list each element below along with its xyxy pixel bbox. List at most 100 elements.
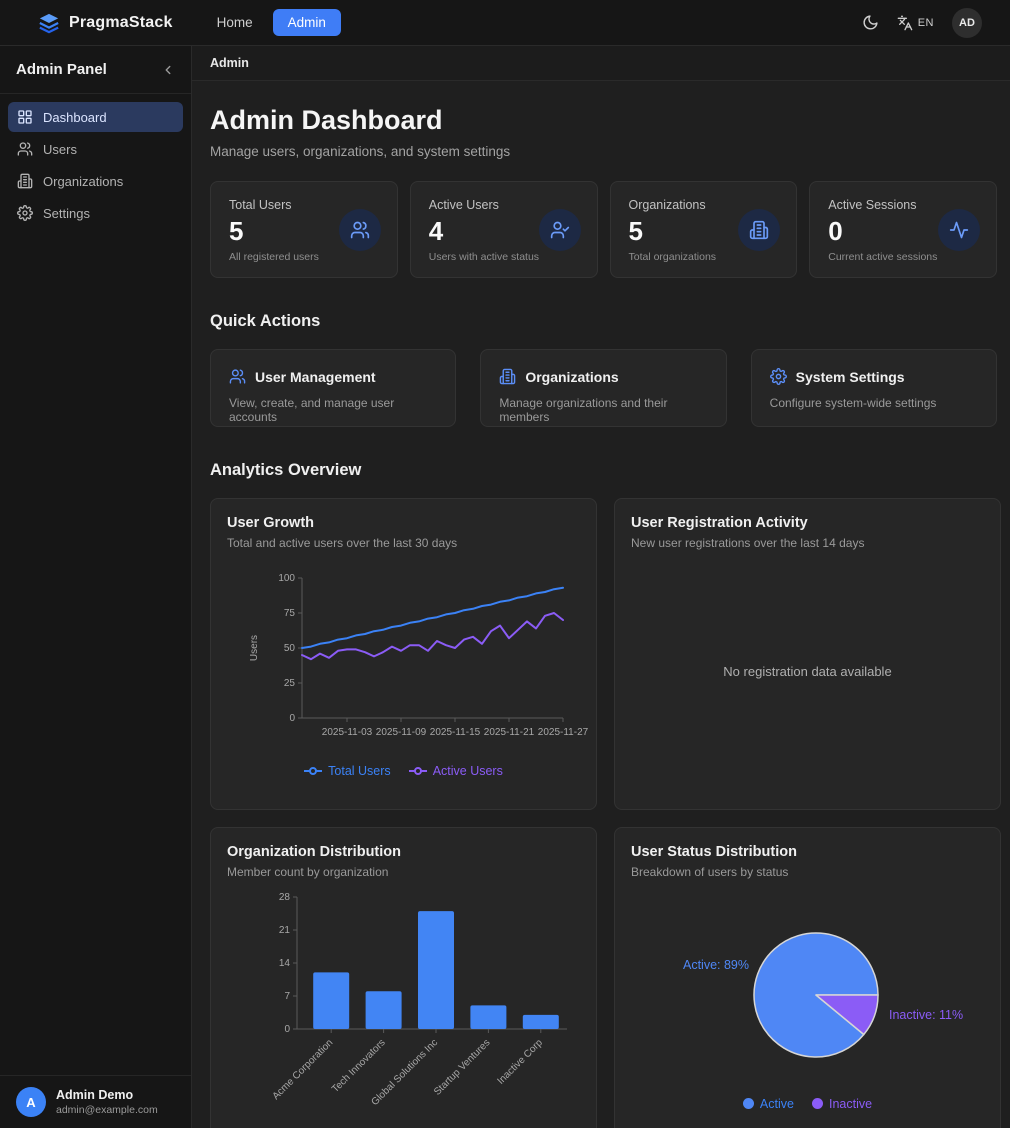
gear-icon	[769, 368, 787, 385]
quick-action-organizations[interactable]: Organizations Manage organizations and t…	[480, 349, 727, 427]
charts-grid: User Growth Total and active users over …	[210, 498, 1001, 1128]
svg-text:Inactive: 11%: Inactive: 11%	[889, 1008, 963, 1022]
brand-name: PragmaStack	[69, 13, 173, 31]
sidebar-menu: Dashboard Users Organizations	[0, 94, 191, 236]
sidebar-item-label: Users	[43, 141, 77, 157]
stat-description: All registered users	[229, 251, 319, 263]
chart-subtitle: Total and active users over the last 30 …	[227, 536, 458, 550]
stat-card-organizations: Organizations 5 Total organizations	[609, 181, 798, 278]
dot-marker-icon	[811, 1098, 823, 1109]
users-icon	[229, 368, 246, 385]
user-status-pie-chart[interactable]: Active: 89% Inactive: 11%	[631, 891, 984, 1091]
svg-text:Acme Corporation: Acme Corporation	[271, 1037, 336, 1102]
legend-label: Active	[759, 1096, 794, 1111]
page-title: Admin Dashboard	[210, 105, 443, 135]
quick-action-title: Organizations	[525, 368, 619, 385]
svg-text:50: 50	[284, 643, 296, 654]
dark-mode-toggle[interactable]	[862, 14, 879, 31]
sidebar-collapse-button[interactable]	[161, 63, 175, 77]
sidebar-item-organizations[interactable]: Organizations	[8, 166, 183, 196]
sidebar-header: Admin Panel	[0, 46, 191, 94]
svg-text:2025-11-15: 2025-11-15	[430, 727, 481, 738]
quick-action-user-management[interactable]: User Management View, create, and manage…	[210, 349, 457, 427]
legend-item-total-users[interactable]: Total Users	[304, 764, 391, 778]
svg-text:21: 21	[279, 925, 291, 936]
svg-text:14: 14	[279, 958, 291, 969]
stat-label: Active Sessions	[828, 198, 917, 212]
user-avatar[interactable]: AD	[952, 7, 982, 38]
avatar: A	[16, 1087, 46, 1117]
analytics-heading: Analytics Overview	[210, 461, 362, 479]
stats-grid: Total Users 5 All registered users Activ…	[210, 181, 997, 278]
translate-icon	[897, 15, 913, 31]
users-icon	[338, 208, 381, 251]
language-label: EN	[917, 16, 934, 29]
svg-text:28: 28	[279, 892, 291, 903]
user-email: admin@example.com	[56, 1104, 158, 1116]
building-icon	[738, 208, 781, 251]
legend-item-active-users[interactable]: Active Users	[408, 763, 503, 778]
chart-title: User Growth	[227, 515, 315, 531]
svg-text:Tech Innovators: Tech Innovators	[330, 1037, 388, 1095]
dashboard-icon	[17, 109, 33, 125]
sidebar-item-label: Organizations	[43, 173, 124, 189]
stat-label: Organizations	[628, 198, 706, 212]
svg-text:7: 7	[284, 991, 290, 1002]
nav-link-home[interactable]: Home	[216, 15, 253, 30]
legend-label: Active Users	[432, 763, 503, 778]
chevron-left-icon	[161, 63, 175, 77]
legend-label: Total Users	[328, 763, 391, 778]
chart-title: User Registration Activity	[631, 515, 808, 531]
stat-description: Users with active status	[428, 251, 540, 263]
line-marker-icon	[408, 766, 427, 775]
sidebar-item-users[interactable]: Users	[8, 134, 183, 164]
svg-text:100: 100	[278, 573, 295, 584]
svg-text:2025-11-27: 2025-11-27	[538, 727, 589, 738]
svg-text:2025-11-03: 2025-11-03	[322, 727, 373, 738]
stat-card-active-sessions: Active Sessions 0 Current active session…	[809, 181, 997, 278]
sidebar-item-settings[interactable]: Settings	[8, 198, 183, 228]
legend-item-active[interactable]: Active	[742, 1096, 794, 1111]
stat-value: 5	[229, 216, 244, 246]
svg-text:Startup Ventures: Startup Ventures	[432, 1037, 492, 1097]
top-navbar: PragmaStack Home Admin EN AD	[0, 0, 1010, 46]
brand[interactable]: PragmaStack	[38, 12, 173, 34]
quick-actions-grid: User Management View, create, and manage…	[210, 349, 997, 427]
activity-icon	[938, 208, 980, 251]
quick-action-description: View, create, and manage user accounts	[229, 396, 395, 424]
stat-card-total-users: Total Users 5 All registered users	[210, 181, 398, 278]
svg-text:0: 0	[289, 713, 295, 724]
chart-subtitle: New user registrations over the last 14 …	[631, 536, 865, 550]
quick-actions-heading: Quick Actions	[210, 312, 321, 330]
stat-card-active-users: Active Users 4 Users with active status	[409, 181, 598, 278]
gear-icon	[17, 205, 33, 221]
quick-action-system-settings[interactable]: System Settings Configure system-wide se…	[750, 349, 997, 427]
nav-link-admin[interactable]: Admin	[272, 9, 341, 36]
building-icon	[499, 368, 516, 385]
stat-label: Active Users	[428, 198, 499, 212]
stat-label: Total Users	[229, 198, 292, 212]
stat-value: 5	[628, 216, 643, 246]
chart-title: User Status Distribution	[631, 844, 797, 860]
chart-title: Organization Distribution	[227, 844, 401, 860]
sidebar-user-footer[interactable]: A Admin Demo admin@example.com	[0, 1075, 191, 1128]
chart-card-registration-activity: User Registration Activity New user regi…	[614, 498, 1001, 810]
pie-chart-legend: Active Inactive	[742, 1096, 873, 1111]
breadcrumb[interactable]: Admin	[210, 56, 249, 70]
sidebar: Admin Panel Dashboard	[0, 46, 192, 1128]
legend-item-inactive[interactable]: Inactive	[811, 1096, 873, 1111]
legend-label: Inactive	[828, 1096, 873, 1111]
svg-text:2025-11-21: 2025-11-21	[484, 727, 535, 738]
moon-icon	[862, 14, 879, 31]
stat-value: 0	[828, 216, 843, 246]
sidebar-item-dashboard[interactable]: Dashboard	[8, 102, 183, 132]
svg-text:0: 0	[284, 1024, 290, 1035]
nav-links: Home Admin	[207, 9, 341, 36]
language-switcher[interactable]: EN	[897, 15, 934, 31]
page-subtitle: Manage users, organizations, and system …	[210, 144, 511, 159]
quick-action-title: System Settings	[795, 368, 905, 385]
svg-text:75: 75	[284, 608, 296, 619]
svg-text:25: 25	[284, 678, 296, 689]
